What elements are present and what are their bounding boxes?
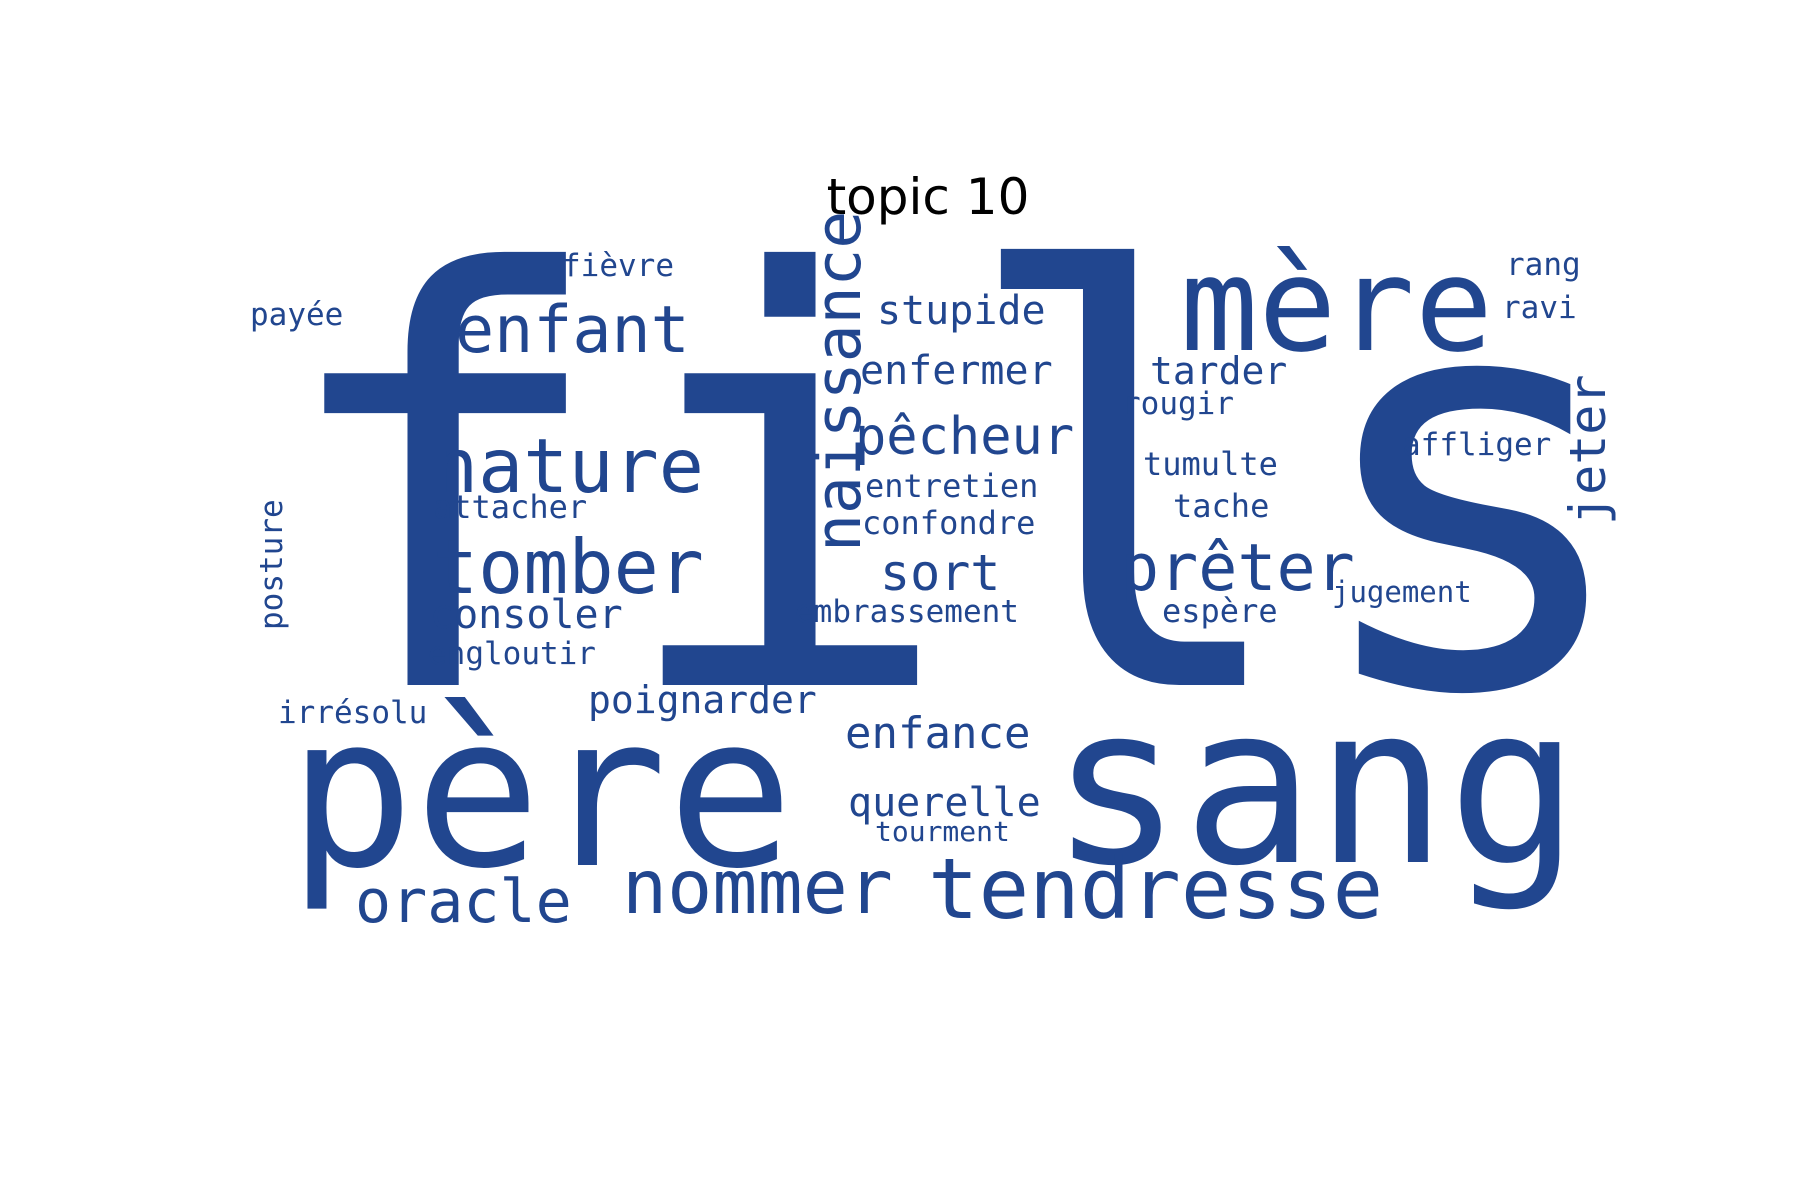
word-30: affliger: [1402, 427, 1551, 463]
word-9: enfant: [455, 293, 690, 368]
word-31: rougir: [1122, 386, 1234, 422]
word-39: tourment: [875, 815, 1010, 848]
word-4: tendresse: [928, 840, 1383, 938]
word-10: prêter: [1120, 531, 1355, 606]
word-28: espère: [1162, 592, 1278, 630]
word-27: embrassement: [795, 594, 1019, 630]
word-29: engloutir: [428, 636, 596, 672]
word-1: sang: [1050, 658, 1580, 914]
word-33: rang: [1506, 247, 1581, 283]
word-6: naissance: [802, 211, 875, 552]
word-11: oracle: [355, 867, 572, 937]
word-2: père: [288, 670, 794, 915]
word-26: tache: [1173, 487, 1269, 525]
word-15: enfance: [845, 708, 1030, 759]
word-38: jugement: [1332, 575, 1472, 609]
chart-title: topic 10: [827, 168, 1030, 226]
word-24: confondre: [862, 504, 1035, 542]
word-22: entretien: [865, 467, 1038, 505]
word-36: posture: [254, 499, 290, 630]
word-14: sort: [880, 544, 1000, 602]
word-5: nommer: [622, 843, 893, 931]
word-21: tarder: [1150, 349, 1287, 393]
word-16: querelle: [848, 780, 1041, 826]
word-3: mère: [1180, 229, 1493, 381]
word-23: tumulte: [1143, 445, 1278, 483]
word-37: irrésolu: [278, 695, 427, 731]
word-17: stupide: [877, 288, 1046, 334]
word-20: poignarder: [588, 678, 817, 722]
word-34: ravi: [1502, 290, 1577, 326]
word-18: enfermer: [860, 348, 1053, 394]
word-12: pêcheur: [855, 407, 1074, 467]
word-25: attacher: [433, 488, 587, 526]
word-13: jeter: [1559, 374, 1617, 525]
word-7: nature: [433, 422, 704, 510]
word-19: consoler: [430, 592, 623, 638]
word-35: payée: [250, 297, 343, 333]
word-8: tomber: [433, 523, 704, 611]
word-0: fils: [270, 157, 1643, 820]
word-32: fièvre: [562, 248, 674, 284]
